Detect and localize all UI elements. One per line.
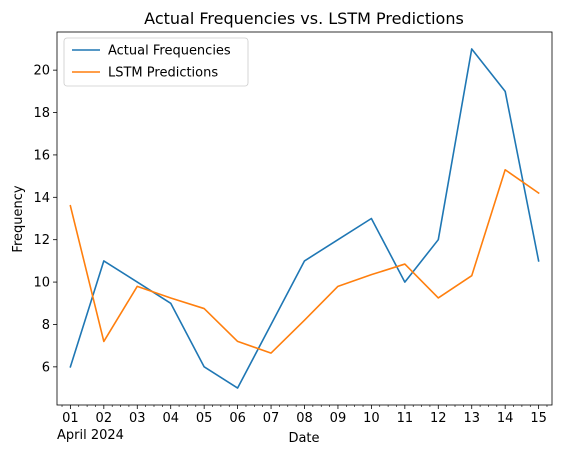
y-tick-label: 12	[33, 233, 50, 248]
legend-box	[63, 37, 249, 87]
legend-label: LSTM Predictions	[108, 66, 218, 81]
y-tick-label: 6	[42, 360, 50, 375]
chart-title: Actual Frequencies vs. LSTM Predictions	[144, 9, 464, 28]
y-tick-label: 10	[33, 276, 50, 291]
x-tick-label: 14	[497, 411, 514, 426]
y-tick-label: 8	[42, 318, 50, 333]
y-tick-label: 14	[33, 191, 50, 206]
x-tick-label: 01	[62, 411, 79, 426]
x-tick-label: 13	[463, 411, 480, 426]
x-axis-label: Date	[288, 431, 319, 446]
y-tick-label: 18	[33, 106, 50, 121]
x-tick-label: 09	[330, 411, 347, 426]
x-tick-label: 08	[296, 411, 313, 426]
series-line-1	[69, 48, 540, 389]
legend: Actual Frequencies LSTM Predictions	[63, 37, 249, 87]
axes: 6 8 10 12 14 16 18 20 01 02 03 04 05 06 07 08 09 10 11 12 13…	[33, 31, 553, 426]
x-tick-label: 03	[129, 411, 146, 426]
y-axis-label: Frequency	[11, 185, 26, 252]
x-tick-label: 12	[430, 411, 447, 426]
x-tick-label: 06	[229, 411, 246, 426]
legend-label: Actual Frequencies	[108, 44, 231, 59]
x-tick-label: 05	[196, 411, 213, 426]
x-tick-label: 04	[162, 411, 179, 426]
series-line-2	[69, 168, 540, 354]
x-axis-sublabel: April 2024	[57, 428, 124, 443]
x-tick-label: 10	[363, 411, 380, 426]
x-tick-label: 11	[397, 411, 414, 426]
plot-area	[69, 48, 540, 389]
y-tick-label: 20	[33, 64, 50, 79]
y-tick-label: 16	[33, 148, 50, 163]
x-tick-label: 02	[96, 411, 113, 426]
x-tick-label: 07	[263, 411, 280, 426]
x-tick-label: 15	[530, 411, 547, 426]
